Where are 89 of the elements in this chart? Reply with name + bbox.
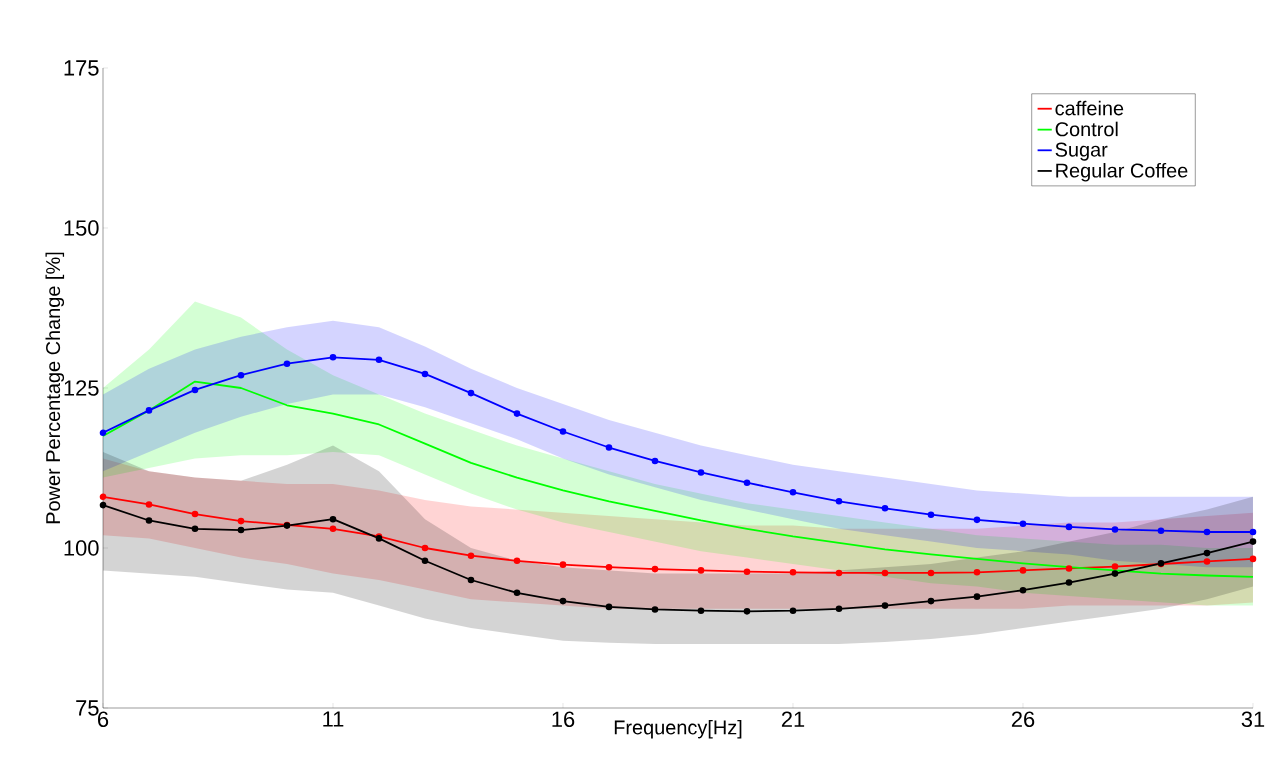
point [191, 386, 199, 394]
point [927, 569, 935, 577]
point [467, 389, 475, 397]
point [1203, 549, 1211, 557]
y-tick-label: 100 [64, 540, 99, 556]
point [1111, 526, 1119, 533]
point [99, 429, 107, 437]
point [1065, 565, 1073, 572]
point [1111, 570, 1119, 577]
point [1065, 579, 1073, 586]
point [1203, 528, 1211, 536]
point [881, 569, 889, 577]
x-tick-label: 11 [323, 711, 344, 727]
legend-label: Control [1055, 121, 1118, 137]
legend-label: Sugar [1055, 142, 1108, 161]
point [697, 567, 705, 574]
point [283, 360, 291, 367]
point [513, 589, 521, 597]
point [789, 569, 797, 576]
point [329, 515, 337, 523]
point [743, 568, 751, 575]
point [605, 563, 613, 571]
x-axis-title: Frequency[Hz] [614, 719, 742, 739]
point [1019, 520, 1027, 527]
point [881, 505, 889, 512]
point [237, 526, 245, 534]
point [421, 544, 429, 552]
point [835, 497, 843, 505]
point [973, 516, 981, 524]
point [927, 511, 935, 519]
point [145, 501, 153, 508]
point [1249, 555, 1257, 563]
x-tick-label: 31 [1241, 711, 1265, 728]
point [1019, 586, 1027, 594]
point [605, 603, 613, 611]
point [513, 557, 521, 565]
x-tick-label: 16 [552, 711, 575, 728]
point [421, 557, 429, 565]
point [467, 576, 475, 584]
point [651, 457, 659, 465]
point [743, 479, 751, 487]
x-tick-label: 21 [781, 711, 805, 727]
point [605, 444, 613, 451]
point [99, 493, 107, 501]
point [145, 517, 153, 524]
point [1019, 567, 1027, 574]
point [421, 370, 429, 378]
point [973, 593, 981, 600]
point [375, 356, 383, 364]
point [191, 525, 199, 533]
legend-label: caffeine [1055, 100, 1124, 116]
point [835, 605, 843, 613]
point [513, 410, 521, 417]
point [329, 525, 337, 533]
point [697, 607, 705, 615]
point [1157, 527, 1165, 535]
point [1065, 523, 1073, 531]
y-tick-label: 125 [64, 380, 99, 396]
point [651, 565, 659, 573]
point [835, 569, 843, 577]
point [1249, 538, 1257, 545]
point [559, 561, 567, 568]
point [559, 597, 567, 605]
point [789, 489, 797, 496]
point [697, 469, 705, 476]
legend-label: Regular Coffee [1056, 162, 1188, 182]
point [1249, 528, 1257, 536]
y-tick-label: 175 [64, 60, 99, 76]
point [99, 501, 107, 509]
point [881, 602, 889, 609]
point [237, 517, 245, 525]
x-tick-label: 6 [98, 711, 109, 728]
point [1203, 558, 1211, 565]
point [651, 606, 659, 613]
y-tick-label: 75 [76, 700, 99, 716]
y-tick-label: 150 [64, 220, 99, 236]
x-tick-label: 26 [1011, 711, 1035, 728]
point [1111, 563, 1119, 570]
point [329, 353, 337, 361]
point [145, 407, 153, 414]
point [973, 569, 981, 576]
point [927, 597, 935, 605]
point [467, 552, 475, 559]
point [789, 607, 797, 615]
point [559, 428, 567, 435]
point [743, 608, 751, 615]
point [237, 371, 245, 379]
y-axis-title: Power Percentage Change [%] [45, 252, 65, 524]
point [191, 510, 199, 518]
